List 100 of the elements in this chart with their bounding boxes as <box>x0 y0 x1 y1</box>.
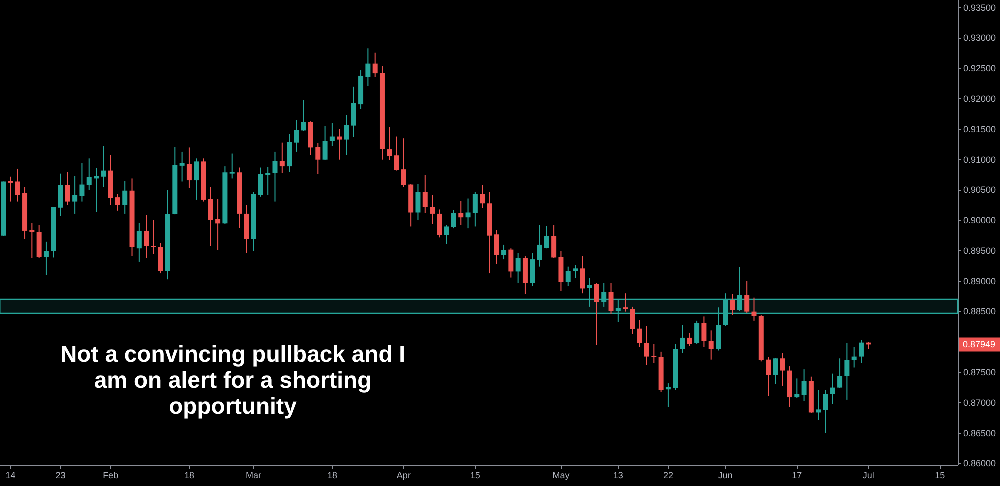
candlestick <box>744 280 750 314</box>
candlestick <box>802 369 807 402</box>
candlestick <box>280 142 285 174</box>
y-tick-label: 0.87500 <box>964 368 996 378</box>
candlestick <box>322 126 328 161</box>
candlestick <box>687 332 692 347</box>
candlestick <box>430 194 436 225</box>
candlestick <box>151 220 156 255</box>
candlestick <box>637 320 642 348</box>
candlestick <box>602 282 607 308</box>
candlestick <box>594 282 600 346</box>
candlestick <box>458 200 464 226</box>
candlestick <box>737 266 742 312</box>
candlestick <box>580 256 586 294</box>
candlestick <box>258 167 264 198</box>
candlestick <box>58 173 64 217</box>
candlestick <box>422 174 428 214</box>
candlestick <box>652 344 657 364</box>
candlestick <box>344 114 350 156</box>
candlestick <box>180 151 185 182</box>
candlestick <box>451 210 456 230</box>
candlestick <box>573 264 578 279</box>
candlestick <box>794 378 800 399</box>
x-tick-label: May <box>552 470 570 480</box>
y-tick-label: 0.88500 <box>964 306 996 317</box>
candlestick <box>230 153 235 180</box>
candlestick <box>480 184 486 209</box>
x-tick-label: 14 <box>6 470 16 480</box>
candlestick <box>136 222 142 262</box>
y-tick-label: 0.86000 <box>964 458 996 469</box>
text: 0.87949 <box>963 340 996 350</box>
x-tick-label: 22 <box>663 470 674 480</box>
candlestick <box>401 138 406 188</box>
candlestick <box>766 356 772 397</box>
candlestick <box>566 266 571 287</box>
candlestick <box>115 194 120 212</box>
candlestick <box>816 390 822 421</box>
y-tick-label: 0.93000 <box>964 33 996 44</box>
candlestick <box>694 320 700 345</box>
candlestick <box>44 241 49 276</box>
x-tick-label: 15 <box>935 470 946 480</box>
candlestick <box>752 297 757 322</box>
candlestick <box>494 230 500 265</box>
candlestick <box>266 166 271 196</box>
candlestick <box>122 180 128 214</box>
candlestick <box>608 282 614 315</box>
candlestick <box>852 346 857 368</box>
candlestick <box>86 158 92 191</box>
candlestick <box>351 86 356 138</box>
candlestick <box>844 342 850 400</box>
candlestick <box>830 373 836 405</box>
candlestick <box>730 294 736 316</box>
candlestick <box>416 184 421 221</box>
candlestick <box>680 324 686 354</box>
candlestick <box>537 225 542 268</box>
x-tick-label: Feb <box>103 470 119 480</box>
candlestick <box>472 192 478 228</box>
annotation: Not a convincing pullback and I am on alert for a shorting opportunity <box>60 341 406 419</box>
x-tick-label: 17 <box>792 470 802 480</box>
candlestick <box>337 128 342 160</box>
candlestick <box>780 352 786 386</box>
candlestick <box>773 358 778 385</box>
candlestick <box>623 293 628 312</box>
y-tick-label: 0.90000 <box>964 216 996 226</box>
y-tick-label: 0.92000 <box>964 94 996 104</box>
candlestick <box>666 383 671 408</box>
candlestick <box>394 136 400 172</box>
candlestick <box>194 158 200 200</box>
candlestick <box>80 163 85 202</box>
candlestick <box>216 198 221 251</box>
candlestick <box>186 147 192 189</box>
candlestick <box>823 390 828 434</box>
candlestick <box>316 142 321 175</box>
candlestick <box>516 252 521 284</box>
x-tick-label: 23 <box>56 470 66 480</box>
y-tick-label: 0.91500 <box>964 124 996 134</box>
x-tick-label: Jul <box>862 470 874 480</box>
candlestick <box>708 330 714 360</box>
candlestick <box>366 48 371 87</box>
candlestick <box>552 225 557 259</box>
candlestick <box>65 172 70 206</box>
y-tick-label: 0.91000 <box>964 154 996 165</box>
candlestick <box>294 120 300 152</box>
candlestick <box>387 126 392 161</box>
x-tick-label: 18 <box>327 470 338 480</box>
y-tick-label: 0.89000 <box>964 276 996 286</box>
candlestick <box>372 52 378 78</box>
x-tick-label: 13 <box>613 470 624 480</box>
candlestick <box>530 252 536 287</box>
candlestick <box>630 306 636 335</box>
candlestick <box>272 151 278 202</box>
x-tick-label: Apr <box>396 470 411 480</box>
y-tick-label: 0.93500 <box>964 2 996 13</box>
candlestick <box>466 198 471 230</box>
candlestick <box>544 226 550 250</box>
candlestick <box>301 100 306 132</box>
y-tick-label: 0.92500 <box>964 64 996 74</box>
x-tick-label: Jun <box>718 470 733 480</box>
candlestick <box>208 186 214 247</box>
x-tick-label: 18 <box>184 470 194 480</box>
